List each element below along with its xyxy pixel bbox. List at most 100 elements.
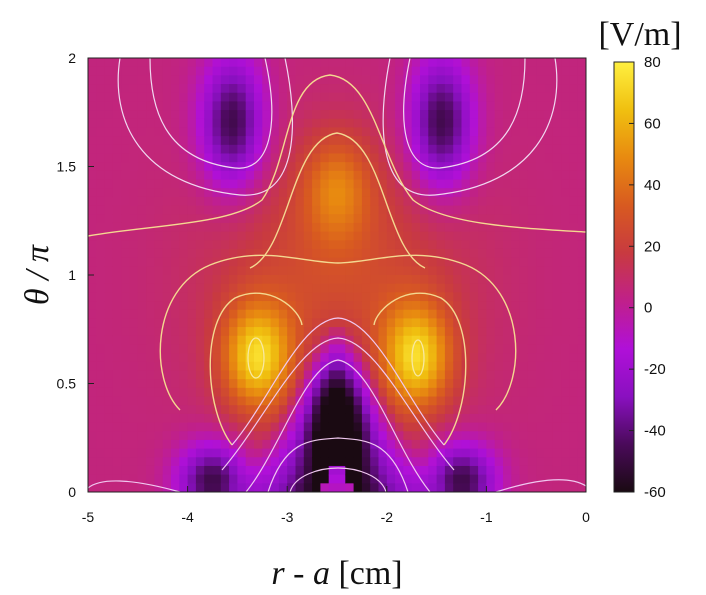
heatmap-cell xyxy=(195,422,205,432)
heatmap-cell xyxy=(561,422,570,432)
heatmap-cell xyxy=(478,266,487,276)
heatmap-cell xyxy=(345,439,355,450)
heatmap-cell xyxy=(195,214,205,224)
heatmap-cell xyxy=(536,413,546,424)
heatmap-cell xyxy=(129,318,139,328)
heatmap-cell xyxy=(378,396,388,406)
heatmap-cell xyxy=(154,439,164,450)
heatmap-cell xyxy=(444,344,454,354)
heatmap-cell xyxy=(187,292,197,302)
heatmap-cell xyxy=(187,84,197,94)
heatmap-cell xyxy=(229,222,238,233)
heatmap-cell xyxy=(220,370,230,380)
heatmap-cell xyxy=(378,370,388,380)
heatmap-cell xyxy=(320,214,330,224)
heatmap-cell xyxy=(254,110,263,120)
heatmap-cell xyxy=(577,275,586,285)
heatmap-cell xyxy=(370,387,380,398)
heatmap-cell xyxy=(503,431,512,441)
heatmap-cell xyxy=(121,84,131,94)
heatmap-cell xyxy=(245,422,255,432)
heatmap-cell xyxy=(171,205,180,215)
heatmap-cell xyxy=(503,110,512,120)
heatmap-cell xyxy=(469,335,479,346)
heatmap-cell xyxy=(386,266,396,276)
heatmap-cell xyxy=(370,283,380,293)
heatmap-cell xyxy=(287,448,297,458)
heatmap-cell xyxy=(370,58,380,68)
heatmap-cell xyxy=(536,309,546,319)
heatmap-cell xyxy=(154,379,164,389)
heatmap-cell xyxy=(237,327,247,337)
heatmap-cell xyxy=(395,379,404,389)
heatmap-cell xyxy=(361,361,371,372)
heatmap-cell xyxy=(254,448,263,458)
heatmap-cell xyxy=(204,448,214,458)
heatmap-cell xyxy=(411,162,421,172)
heatmap-cell xyxy=(88,205,97,215)
heatmap-cell xyxy=(469,439,479,450)
heatmap-cell xyxy=(386,387,396,398)
heatmap-cell xyxy=(461,335,471,346)
heatmap-cell xyxy=(112,144,122,155)
heatmap-cell xyxy=(195,379,205,389)
heatmap-cell xyxy=(544,465,554,476)
heatmap-cell xyxy=(511,205,521,215)
heatmap-cell xyxy=(320,396,330,406)
heatmap-cell xyxy=(187,214,197,224)
heatmap-cell xyxy=(486,84,496,94)
heatmap-cell xyxy=(146,405,155,415)
heatmap-cell xyxy=(328,188,338,198)
heatmap-cell xyxy=(494,257,504,267)
heatmap-cell xyxy=(444,387,454,398)
heatmap-cell xyxy=(187,439,197,450)
heatmap-cell xyxy=(96,370,106,380)
heatmap-cell xyxy=(179,84,189,94)
heatmap-cell xyxy=(220,266,230,276)
heatmap-cell xyxy=(112,457,122,467)
heatmap-cell xyxy=(469,474,479,484)
heatmap-cell xyxy=(212,292,222,302)
heatmap-cell xyxy=(187,248,197,259)
heatmap-cell xyxy=(395,110,404,120)
heatmap-cell xyxy=(187,66,197,76)
heatmap-cell xyxy=(320,387,330,398)
heatmap-cell xyxy=(444,448,454,458)
heatmap-cell xyxy=(204,118,214,129)
heatmap-cell xyxy=(544,188,554,198)
heatmap-cell xyxy=(345,231,355,241)
heatmap-cell xyxy=(527,240,537,250)
heatmap-cell xyxy=(337,127,346,137)
heatmap-cell xyxy=(552,439,562,450)
heatmap-cell xyxy=(179,344,189,354)
heatmap-cell xyxy=(129,327,139,337)
heatmap-cell xyxy=(295,283,305,293)
heatmap-cell xyxy=(469,75,479,85)
heatmap-cell xyxy=(88,292,97,302)
heatmap-cell xyxy=(104,58,114,68)
heatmap-cell xyxy=(469,248,479,259)
heatmap-cell xyxy=(112,309,122,319)
heatmap-cell xyxy=(494,118,504,129)
heatmap-cell xyxy=(212,58,222,68)
heatmap-cell xyxy=(312,153,321,163)
heatmap-cell xyxy=(112,344,122,354)
heatmap-cell xyxy=(88,92,97,102)
heatmap-cell xyxy=(254,361,263,372)
heatmap-cell xyxy=(453,370,463,380)
heatmap-cell xyxy=(436,66,446,76)
heatmap-cell xyxy=(312,205,321,215)
heatmap-cell xyxy=(328,162,338,172)
heatmap-cell xyxy=(129,344,139,354)
heatmap-cell xyxy=(104,222,114,233)
heatmap-cell xyxy=(295,457,305,467)
heatmap-cell xyxy=(262,75,272,85)
heatmap-cell xyxy=(121,75,131,85)
heatmap-cell xyxy=(212,179,222,189)
heatmap-cell xyxy=(386,353,396,363)
heatmap-cell xyxy=(270,188,280,198)
heatmap-cell xyxy=(104,483,114,492)
heatmap-cell xyxy=(486,353,496,363)
heatmap-cell xyxy=(270,170,280,181)
heatmap-cell xyxy=(411,318,421,328)
